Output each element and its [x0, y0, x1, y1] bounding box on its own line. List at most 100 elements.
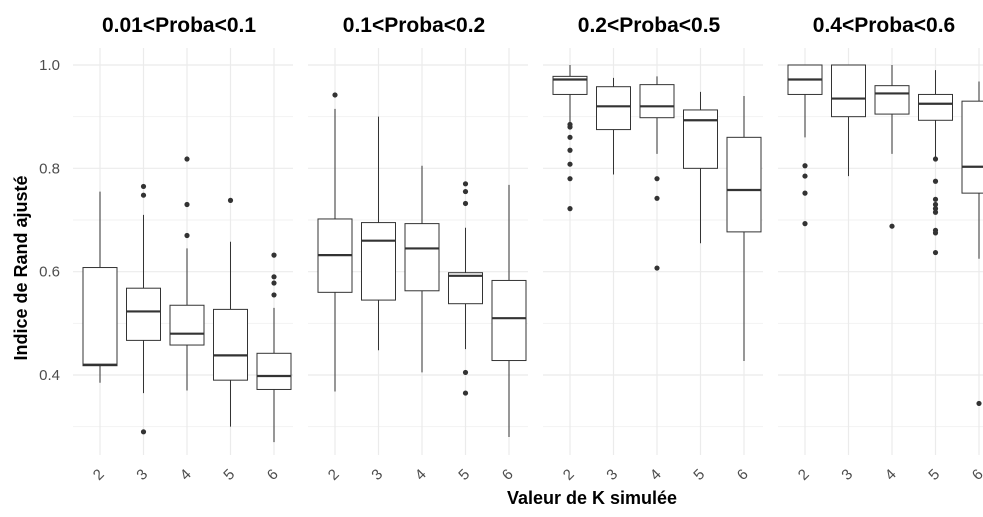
box-group — [256, 252, 292, 443]
box-group — [448, 181, 483, 396]
outlier-point — [976, 400, 982, 407]
outlier-point — [184, 232, 190, 239]
panel-title: 0.1<Proba<0.2 — [343, 14, 485, 37]
outlier-point — [462, 181, 469, 187]
x-tick-label: 5 — [455, 466, 473, 484]
outlier-point — [654, 195, 660, 201]
box-group — [169, 156, 205, 391]
outlier-point — [567, 124, 573, 130]
outlier-point — [271, 280, 277, 286]
box-group — [961, 81, 983, 407]
outlier-point — [462, 188, 469, 195]
outlier-point — [932, 206, 939, 212]
facet-panel: 0.1<Proba<0.2 2 3 4 5 6 — [308, 14, 528, 484]
outlier-point — [184, 156, 190, 162]
outlier-point — [567, 176, 573, 182]
outlier-point — [654, 176, 660, 182]
outlier-point — [567, 147, 573, 153]
outlier-point — [184, 201, 190, 208]
panel-title: 0.4<Proba<0.6 — [813, 14, 955, 37]
outlier-point — [567, 206, 573, 212]
box-group — [787, 64, 823, 227]
x-tick-label: 5 — [690, 466, 708, 484]
box — [82, 267, 118, 367]
outlier-point — [802, 173, 808, 179]
box — [961, 100, 983, 194]
outlier-point — [567, 161, 573, 167]
box — [213, 308, 248, 381]
box-group — [918, 70, 953, 256]
box-group — [126, 183, 161, 435]
outlier-point — [140, 183, 147, 190]
box — [874, 85, 910, 115]
box-group — [683, 91, 718, 244]
x-tick-label: 4 — [882, 466, 900, 484]
outlier-point — [932, 209, 939, 215]
x-tick-label: 2 — [90, 466, 108, 484]
x-tick-label: 6 — [264, 466, 282, 484]
box-group — [552, 65, 588, 212]
box — [683, 109, 718, 169]
box — [126, 287, 161, 341]
x-tick-label: 2 — [795, 466, 813, 484]
x-tick-label: 6 — [499, 466, 517, 484]
x-tick-label: 2 — [325, 466, 343, 484]
outlier-point — [802, 190, 808, 196]
x-tick-label: 3 — [368, 466, 386, 484]
x-tick-label: 6 — [734, 466, 752, 484]
outlier-point — [802, 221, 808, 227]
box-group — [726, 96, 762, 362]
x-tick-label: 4 — [177, 466, 195, 484]
box — [918, 93, 953, 121]
facet-panel: 0.4<Proba<0.6 2 3 4 5 6 — [778, 14, 983, 484]
outlier-point — [462, 200, 469, 207]
x-tick-label: 3 — [133, 466, 151, 484]
outlier-point — [932, 196, 939, 202]
box — [169, 304, 205, 346]
x-tick-label: 3 — [603, 466, 621, 484]
outlier-point — [932, 230, 939, 236]
x-tick-label: 2 — [560, 466, 578, 484]
outlier-point — [227, 197, 234, 203]
x-tick-label: 5 — [220, 466, 238, 484]
box — [448, 272, 483, 305]
x-tick-label: 5 — [925, 466, 943, 484]
outlier-point — [462, 369, 469, 376]
x-tick-label: 3 — [838, 466, 856, 484]
outlier-point — [932, 249, 939, 256]
outlier-point — [932, 178, 939, 184]
box-group — [404, 165, 440, 373]
y-tick-label: 0.6 — [39, 264, 60, 281]
y-axis-title: Indice de Rand ajusté — [11, 175, 31, 360]
panel-title: 0.01<Proba<0.1 — [102, 14, 256, 37]
x-tick-label: 4 — [647, 466, 665, 484]
box — [831, 64, 866, 118]
box — [256, 352, 292, 390]
box-group — [317, 92, 353, 392]
box-group — [831, 64, 866, 177]
box-group — [361, 116, 396, 351]
box-group — [213, 197, 248, 427]
box — [361, 222, 396, 301]
y-tick-label: 0.8 — [39, 160, 60, 177]
facet-panel: 0.01<Proba<0.1 2 3 4 5 6 — [73, 14, 293, 484]
outlier-point — [654, 265, 660, 271]
x-tick-label: 4 — [412, 466, 430, 484]
outlier-point — [932, 201, 939, 208]
outlier-point — [271, 252, 277, 258]
y-axis: 0.4 0.6 0.8 1.0 — [39, 57, 60, 384]
box — [639, 84, 675, 119]
outlier-point — [271, 274, 277, 280]
panel-title: 0.2<Proba<0.5 — [578, 14, 721, 37]
box — [491, 279, 527, 362]
outlier-point — [140, 429, 147, 435]
y-tick-label: 1.0 — [39, 57, 60, 74]
y-tick-label: 0.4 — [39, 367, 60, 384]
outlier-point — [889, 223, 895, 229]
outlier-point — [567, 134, 573, 140]
outlier-point — [932, 156, 939, 162]
box-group — [82, 191, 118, 383]
box — [726, 136, 762, 233]
box-group — [596, 77, 631, 175]
outlier-point — [332, 92, 338, 98]
